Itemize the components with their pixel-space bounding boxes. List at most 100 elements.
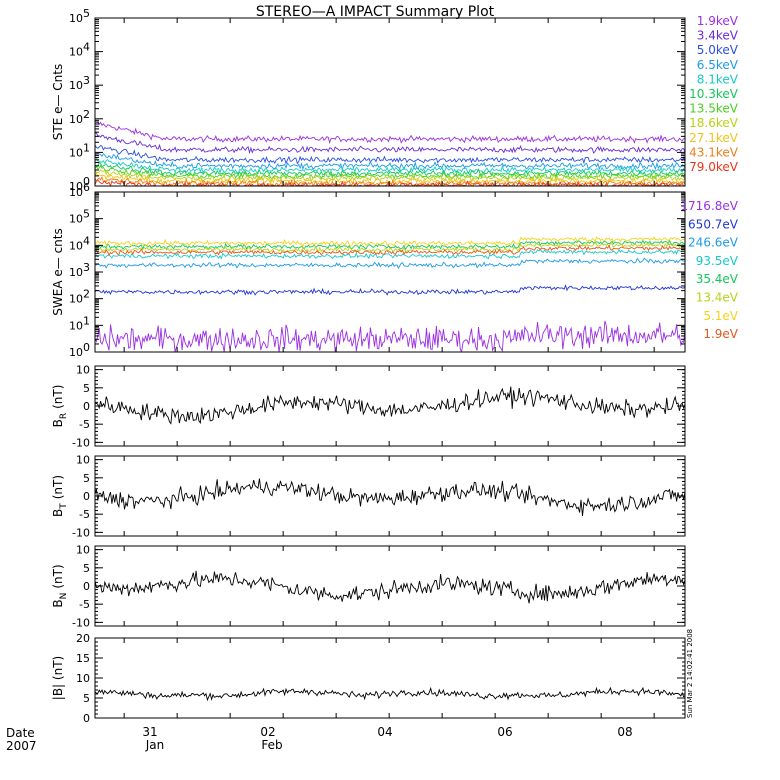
bt-ytick-label: -10	[72, 526, 90, 539]
swea-ytick-label: 106	[69, 181, 90, 199]
br-traces	[95, 386, 685, 425]
year-label: 2007	[6, 739, 37, 753]
bn-ytick-label: 5	[83, 562, 90, 575]
bmag-ytick-label: 20	[76, 632, 90, 645]
swea-legend-item: 13.4eV	[696, 291, 739, 305]
swea-ytick-label: 100	[69, 341, 90, 359]
ste-legend-item: 10.3keV	[689, 87, 739, 101]
ste-legend-item: 79.0keV	[689, 160, 739, 174]
swea-legend-item: 1.9eV	[703, 327, 738, 341]
ste-legend-item: 18.6keV	[689, 116, 739, 130]
ste-series-43.1keV	[95, 175, 685, 186]
ste-series-3.4keV	[95, 132, 685, 155]
swea-legend-item: 35.4eV	[696, 272, 739, 286]
ste-series-1.9keV	[95, 121, 685, 145]
ste-ytick-label: 104	[69, 41, 90, 59]
bt-ytick-label: 5	[83, 472, 90, 485]
bn-ytick-label: -5	[79, 598, 90, 611]
swea-series-1.9eV	[95, 244, 685, 256]
x-tick-label: 04	[377, 725, 392, 739]
swea-series-650.7eV	[95, 284, 685, 296]
ste-ytick-label: 103	[69, 74, 90, 92]
bn-traces	[95, 570, 685, 604]
swea-series-1716.8eV	[95, 320, 685, 352]
br-ytick-label: 10	[76, 364, 90, 377]
bmag-y-ticks: 20 15 10 5 0	[76, 632, 685, 725]
bmag-x-ticks	[123, 638, 655, 718]
br-y-ticks: 10 5 0 -5 -10	[72, 364, 685, 449]
swea-ytick-label: 105	[69, 208, 90, 226]
ste-ytick-label: 105	[69, 7, 90, 25]
bmag-ytick-label: 15	[76, 652, 90, 665]
ste-series-8.1keV	[95, 156, 685, 175]
bn-ytick-label: 0	[83, 580, 90, 593]
ste-x-ticks	[123, 18, 655, 186]
bt-traces	[95, 478, 685, 517]
swea-frame	[94, 191, 686, 353]
bt-ylabel: BT(nT)	[51, 475, 69, 517]
bmag-ylabel: |B| (nT)	[51, 656, 65, 700]
bmag-frame	[94, 637, 686, 719]
bmag-series-trace	[95, 686, 685, 702]
bn-ylabel: BN(nT)	[51, 564, 69, 607]
swea-series-93.5eV	[95, 248, 685, 260]
ste-legend-item: 6.5keV	[697, 58, 739, 72]
x-tick-label: 02	[260, 725, 275, 739]
ste-y-ticks: 100 101 102 103 104 105	[69, 7, 685, 193]
bt-y-ticks: 10 5 0 -5 -10	[72, 454, 685, 539]
ste-legend-item: 8.1keV	[697, 72, 739, 86]
panel-ste: 100 101 102 103 104 105 STE e— Cnts 1.9keV3.4ke…	[51, 7, 739, 193]
ste-series-5.0keV	[95, 144, 685, 165]
ste-legend-item: 43.1keV	[689, 145, 739, 159]
swea-series-13.4eV	[95, 242, 685, 254]
x-month-label: Jan	[145, 738, 165, 752]
ste-series-27.1keV	[95, 171, 685, 186]
timestamp: Sun Mar 2 14:02:41 2008	[686, 629, 694, 718]
ste-legend-item: 1.9keV	[697, 14, 739, 28]
swea-legend-item: 5.1eV	[703, 309, 738, 323]
x-axis: 31 02 04 06 08 Jan Feb	[142, 725, 632, 752]
ste-series-18.6keV	[95, 169, 685, 183]
bn-ytick-label: 10	[76, 544, 90, 557]
bmag-traces	[95, 686, 685, 702]
swea-legend-item: 246.6eV	[688, 236, 739, 250]
ste-legend-item: 3.4keV	[697, 29, 739, 43]
br-x-ticks	[123, 366, 655, 446]
ste-ylabel: STE e— Cnts	[51, 64, 65, 140]
bmag-ytick-label: 5	[83, 692, 90, 705]
ste-series-79.0keV	[95, 178, 685, 186]
br-ytick-label: -5	[79, 418, 90, 431]
plot-title: STEREO—A IMPACT Summary Plot	[256, 4, 495, 20]
swea-legend-item: 650.7eV	[688, 217, 739, 231]
swea-series-5.1eV	[95, 236, 685, 248]
bt-ytick-label: 0	[83, 490, 90, 503]
br-ylabel: BR(nT)	[51, 385, 69, 428]
ste-series-6.5keV	[95, 153, 685, 172]
bn-ytick-label: -10	[72, 616, 90, 629]
swea-series-246.6eV	[95, 257, 685, 270]
swea-series-35.4eV	[95, 238, 685, 251]
swea-ytick-label: 103	[69, 261, 90, 279]
panel-bmag: 20 15 10 5 0 |B| (nT)	[51, 632, 686, 725]
swea-traces	[95, 236, 685, 352]
br-series-trace	[95, 386, 685, 425]
bt-frame	[94, 455, 686, 537]
bt-series-trace	[95, 478, 685, 517]
bn-series-trace	[95, 570, 685, 604]
ste-ytick-label: 102	[69, 108, 90, 126]
ste-legend-item: 5.0keV	[697, 43, 739, 57]
ste-ytick-label: 101	[69, 141, 90, 159]
br-ytick-label: -10	[72, 436, 90, 449]
bmag-ytick-label: 0	[83, 712, 90, 725]
swea-legend-item: 1716.8eV	[680, 199, 738, 213]
ste-frame	[94, 17, 686, 187]
swea-ytick-label: 101	[69, 314, 90, 332]
panel-swea: 100 101 102 103 104 105 106 SWEA e— cnts 1716.8e…	[51, 181, 739, 359]
ste-legend-item: 27.1keV	[689, 131, 739, 145]
bn-y-ticks: 10 5 0 -5 -10	[72, 544, 685, 629]
